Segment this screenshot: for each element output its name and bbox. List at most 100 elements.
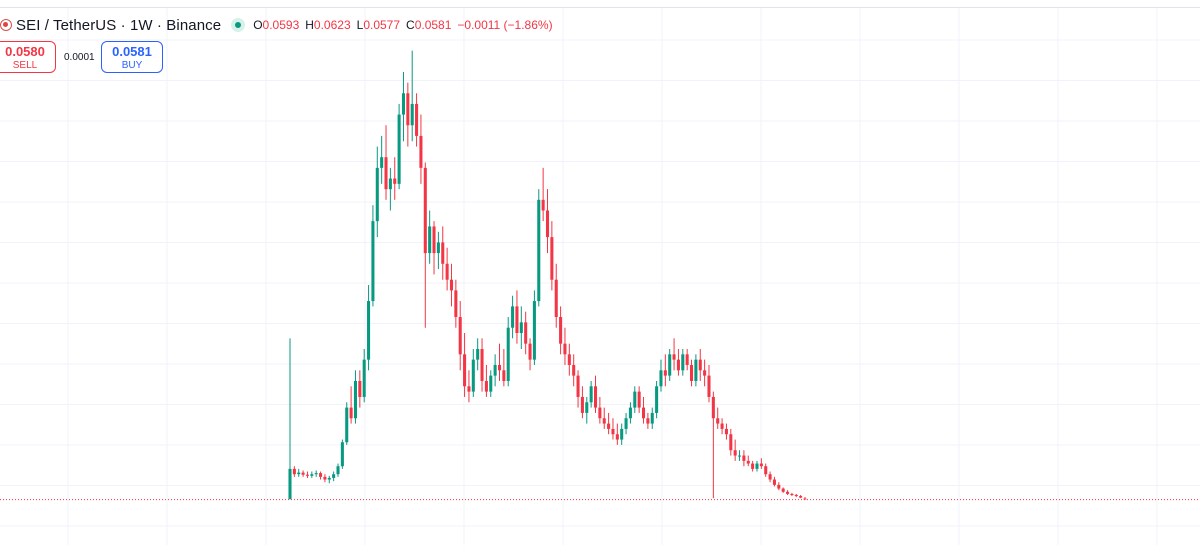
candle-body xyxy=(288,468,292,500)
candle xyxy=(790,492,794,497)
candle-body xyxy=(777,484,781,489)
candle-body xyxy=(323,476,327,480)
candle-body xyxy=(781,488,785,492)
candle xyxy=(563,327,567,365)
candle-body xyxy=(607,423,611,429)
candle xyxy=(428,210,432,264)
candle-body xyxy=(676,359,680,371)
candle xyxy=(799,494,803,499)
candle-body xyxy=(637,391,641,408)
candle-body xyxy=(602,418,606,424)
candle xyxy=(794,493,798,498)
candle xyxy=(476,338,480,371)
candle-body xyxy=(689,364,694,381)
candle-body xyxy=(794,494,798,497)
candle xyxy=(676,349,680,376)
candle-body xyxy=(550,237,554,280)
candle xyxy=(576,370,580,408)
candle xyxy=(345,402,349,445)
candle-body xyxy=(441,242,445,264)
candle xyxy=(353,370,357,424)
candle-body xyxy=(445,263,449,280)
candle xyxy=(358,370,362,408)
candle-body xyxy=(672,354,676,360)
candle xyxy=(681,349,685,376)
candle-body xyxy=(301,472,305,475)
candle-body xyxy=(519,322,523,334)
low-label: L xyxy=(356,18,364,32)
market-status-icon[interactable] xyxy=(231,18,246,32)
candle xyxy=(349,386,353,424)
candle xyxy=(336,463,340,477)
candle xyxy=(323,474,327,483)
candle xyxy=(292,466,296,477)
candle xyxy=(305,471,309,478)
candle xyxy=(541,167,545,222)
candle xyxy=(668,349,672,381)
candle xyxy=(288,338,292,500)
candle xyxy=(672,338,676,371)
candle xyxy=(310,471,314,478)
candle-body xyxy=(720,423,724,429)
candle-body xyxy=(733,450,737,456)
candle xyxy=(454,279,458,328)
candle xyxy=(611,418,615,440)
candle-body xyxy=(724,428,728,435)
candle-body xyxy=(655,386,659,413)
candle-body xyxy=(528,343,532,360)
candle-body xyxy=(532,301,536,360)
candle-body xyxy=(650,412,654,424)
candle-body xyxy=(367,301,371,360)
candle xyxy=(641,396,646,424)
candle-body xyxy=(559,317,563,344)
candle xyxy=(655,380,659,419)
candle-body xyxy=(633,391,637,408)
candle xyxy=(367,285,371,371)
candle xyxy=(781,487,785,493)
candle-body xyxy=(524,322,528,344)
candle xyxy=(401,71,406,142)
candle-body xyxy=(292,468,296,475)
candle-body xyxy=(786,491,790,494)
candle xyxy=(467,370,471,403)
candle-body xyxy=(576,375,580,397)
symbol-logo-icon xyxy=(0,19,12,31)
candle xyxy=(528,338,532,371)
sell-price: 0.0580 xyxy=(5,44,45,59)
candle-body xyxy=(615,434,619,440)
sell-label: SELL xyxy=(12,60,38,71)
candle xyxy=(659,359,663,392)
sell-button[interactable]: 0.0580 SELL xyxy=(0,41,56,73)
candle-body xyxy=(624,418,628,429)
candle-body xyxy=(659,370,663,387)
candle-body xyxy=(803,498,807,500)
symbol-title[interactable]: SEI / TetherUS · 1W · Binance xyxy=(16,16,222,34)
buy-button[interactable]: 0.0581 BUY xyxy=(101,41,163,73)
candle-body xyxy=(764,466,768,475)
candle-body xyxy=(707,375,711,397)
candle xyxy=(388,167,392,211)
candle xyxy=(751,460,755,472)
candle-body xyxy=(746,460,750,464)
candle-body xyxy=(545,210,550,238)
candle-body xyxy=(799,496,803,498)
candle-body xyxy=(401,93,406,115)
candle xyxy=(445,247,449,291)
candle-body xyxy=(511,306,515,328)
candle xyxy=(628,402,632,424)
candle-body xyxy=(729,434,733,451)
candle xyxy=(327,475,331,484)
candle-body xyxy=(663,370,667,376)
candle xyxy=(415,93,419,147)
candle xyxy=(297,468,301,477)
candle xyxy=(593,375,598,413)
candle-body xyxy=(515,306,519,334)
candle xyxy=(480,338,484,392)
open-label: O xyxy=(253,18,263,32)
candle-body xyxy=(641,407,646,419)
candle-body xyxy=(432,226,436,254)
candle-body xyxy=(362,359,366,397)
candle-body xyxy=(297,472,301,475)
